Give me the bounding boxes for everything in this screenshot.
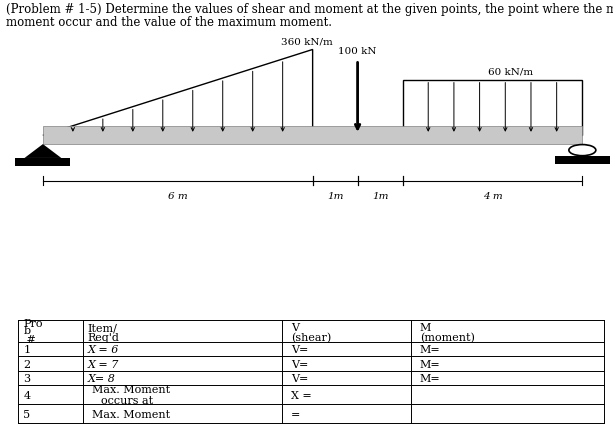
Text: 100 kN: 100 kN xyxy=(338,47,377,56)
Text: Pro: Pro xyxy=(23,318,43,328)
Text: M=: M= xyxy=(420,373,441,383)
Text: X= 8: X= 8 xyxy=(88,373,115,383)
Text: M=: M= xyxy=(420,345,441,355)
Text: 4 m: 4 m xyxy=(482,191,502,200)
Text: (moment): (moment) xyxy=(420,332,475,342)
Text: b: b xyxy=(23,326,31,335)
Text: 1m: 1m xyxy=(327,191,343,200)
Text: #: # xyxy=(23,334,36,344)
Text: V=: V= xyxy=(291,373,308,383)
Text: V=: V= xyxy=(291,359,308,369)
Bar xyxy=(43,127,582,145)
Text: moment occur and the value of the maximum moment.: moment occur and the value of the maximu… xyxy=(6,16,332,30)
Text: (shear): (shear) xyxy=(291,332,332,342)
Text: M: M xyxy=(420,322,432,332)
Text: 6 m: 6 m xyxy=(168,191,188,200)
Text: X =: X = xyxy=(291,390,312,400)
Text: Req'd: Req'd xyxy=(88,332,120,342)
Text: =: = xyxy=(291,409,300,419)
Text: Item/: Item/ xyxy=(88,322,118,332)
Text: X = 6: X = 6 xyxy=(88,345,119,355)
Polygon shape xyxy=(25,145,61,158)
Text: 3: 3 xyxy=(23,373,31,383)
Text: (Problem # 1-5) Determine the values of shear and moment at the given points, th: (Problem # 1-5) Determine the values of … xyxy=(6,3,613,16)
Bar xyxy=(15,158,70,166)
Text: 1: 1 xyxy=(23,345,31,355)
Text: 360 kN/m: 360 kN/m xyxy=(281,37,332,46)
Circle shape xyxy=(569,145,596,156)
Text: 1m: 1m xyxy=(372,191,388,200)
Text: 2: 2 xyxy=(23,359,31,369)
Text: M=: M= xyxy=(420,359,441,369)
Text: V=: V= xyxy=(291,345,308,355)
Text: 4: 4 xyxy=(23,390,31,400)
Bar xyxy=(555,157,610,164)
Bar xyxy=(403,81,582,136)
Text: 60 kN/m: 60 kN/m xyxy=(489,67,533,76)
Text: occurs at: occurs at xyxy=(101,395,153,404)
Text: 5: 5 xyxy=(23,409,31,419)
Text: X = 7: X = 7 xyxy=(88,359,119,369)
Text: Max. Moment: Max. Moment xyxy=(92,409,170,419)
Text: Max. Moment: Max. Moment xyxy=(92,385,170,395)
Text: V: V xyxy=(291,322,299,332)
